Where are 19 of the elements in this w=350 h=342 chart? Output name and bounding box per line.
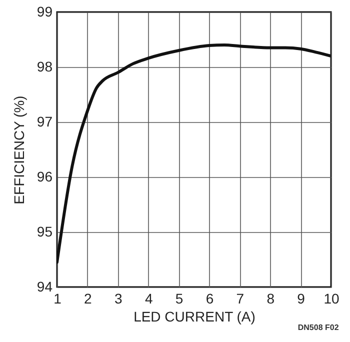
y-tick-label: 98 <box>36 58 53 74</box>
y-tick-label: 95 <box>36 224 53 240</box>
x-tick-label: 8 <box>266 290 275 306</box>
x-tick-label: 5 <box>175 290 184 306</box>
x-tick-label: 4 <box>144 290 153 306</box>
x-tick-label: 9 <box>297 290 306 306</box>
y-tick-label: 97 <box>36 114 53 130</box>
x-axis-title: LED CURRENT (A) <box>134 308 256 324</box>
x-tick-label: 10 <box>324 290 340 306</box>
x-tick-label: 3 <box>114 290 122 306</box>
x-tick-label: 7 <box>236 290 244 306</box>
x-tick-label: 6 <box>206 290 214 306</box>
y-axis-title: EFFICIENCY (%) <box>10 96 27 204</box>
y-tick-label: 94 <box>36 278 53 294</box>
text: DN508 F02 <box>298 323 340 332</box>
x-tick-label: 1 <box>54 290 62 306</box>
x-tick-label: 2 <box>84 290 92 306</box>
y-tick-label: 96 <box>36 168 53 184</box>
y-tick-label: 99 <box>36 4 53 20</box>
